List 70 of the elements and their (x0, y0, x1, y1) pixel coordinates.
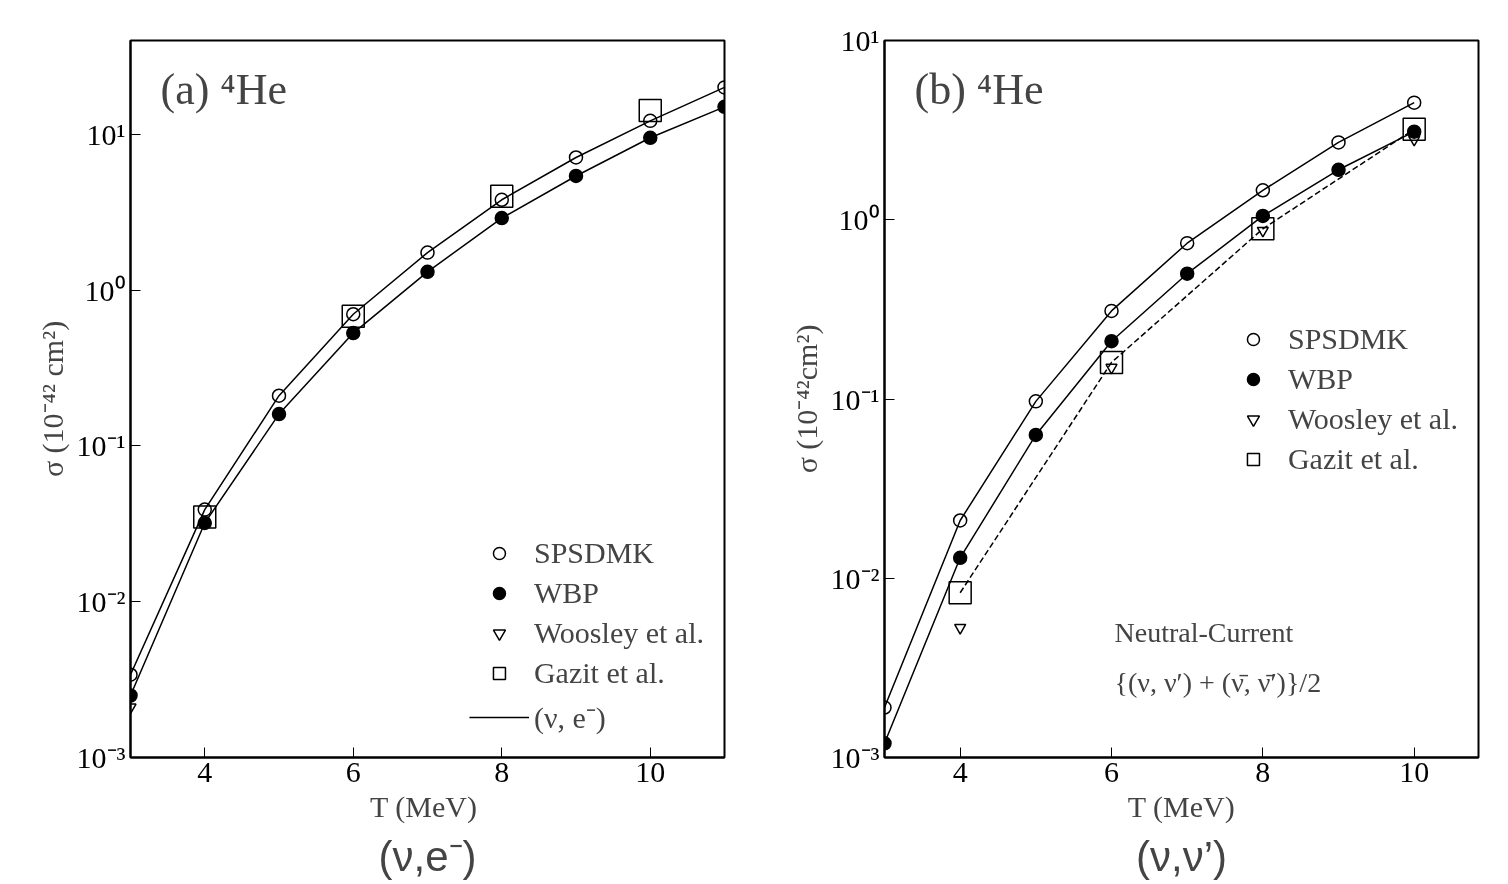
y-axis-title: σ (10⁻⁴² cm²) (35, 320, 70, 478)
legend-label: Gazit et al. (1287, 441, 1419, 476)
annotation: {(ν, ν′) + (ν̄, ν̄′)}/2 (1114, 666, 1322, 698)
point (490, 184, 514, 209)
annotation: (a) ⁴He (160, 64, 287, 114)
y-tick-label: 10¹ (840, 24, 880, 57)
x-tick-label: 6 (1104, 754, 1120, 788)
y-tick-label: 10⁻³ (830, 741, 880, 774)
point (420, 264, 435, 280)
y-tick-label: 10⁻¹ (830, 382, 880, 416)
y-tick-label: 10⁻² (830, 561, 880, 595)
x-tick-label: 8 (1255, 754, 1271, 788)
legend-label: SPSDMK (1287, 321, 1409, 356)
point (952, 513, 968, 528)
point (193, 505, 217, 529)
point (271, 388, 287, 403)
point (1028, 427, 1044, 443)
point (420, 245, 435, 260)
point (1179, 266, 1195, 281)
point (1331, 135, 1346, 150)
x-tick-label: 8 (494, 754, 510, 788)
point (568, 150, 584, 165)
x-tick-label: 10 (1399, 754, 1430, 788)
point (1406, 95, 1422, 110)
legend-label: WBP (533, 576, 599, 610)
point (1407, 135, 1421, 147)
legend-label: Gazit et al. (533, 656, 665, 690)
legend-label: Woosley et al. (1287, 401, 1458, 436)
point (1255, 183, 1271, 198)
y-tick-label: 10⁰ (84, 273, 126, 307)
point (568, 168, 584, 184)
x-axis-title: T (MeV) (370, 789, 477, 824)
point (1179, 235, 1195, 251)
point (638, 98, 662, 123)
legend-label: SPSDMK (533, 536, 655, 570)
x-tick-label: 4 (952, 754, 968, 788)
point (346, 325, 361, 341)
point (952, 550, 968, 566)
annotation: Neutral-Current (1114, 616, 1294, 648)
point (953, 623, 967, 635)
point (1251, 217, 1275, 241)
text: (ν,ν’) (1136, 832, 1227, 880)
point (948, 581, 972, 605)
x-tick-label: 4 (197, 754, 213, 788)
y-tick-label: 10¹ (86, 117, 126, 151)
x-tick-label: 6 (345, 754, 361, 788)
point (494, 210, 509, 226)
point (1099, 350, 1124, 375)
legend-label: Woosley et al. (533, 616, 704, 650)
point (1255, 208, 1271, 224)
x-tick-label: 10 (635, 754, 666, 788)
y-tick-label: 10⁻¹ (76, 429, 126, 463)
text: (ν,e⁻) (378, 832, 477, 880)
x-axis-title: T (MeV) (1127, 789, 1235, 824)
y-tick-label: 10⁻² (76, 585, 126, 619)
legend-label: (ν, e⁻) (533, 700, 606, 736)
annotation: (b) ⁴He (914, 64, 1044, 114)
y-axis-title: σ (10⁻⁴²cm²) (789, 324, 824, 474)
legend-label: WBP (1287, 361, 1353, 396)
point (643, 130, 658, 146)
point (643, 113, 658, 129)
point (1104, 303, 1119, 319)
point (1104, 334, 1119, 349)
point (1028, 394, 1044, 409)
point (271, 406, 287, 422)
point (1402, 117, 1426, 141)
y-tick-label: 10⁻³ (76, 741, 126, 774)
point (1331, 162, 1346, 178)
point (341, 304, 365, 328)
y-tick-label: 10⁰ (838, 203, 880, 237)
